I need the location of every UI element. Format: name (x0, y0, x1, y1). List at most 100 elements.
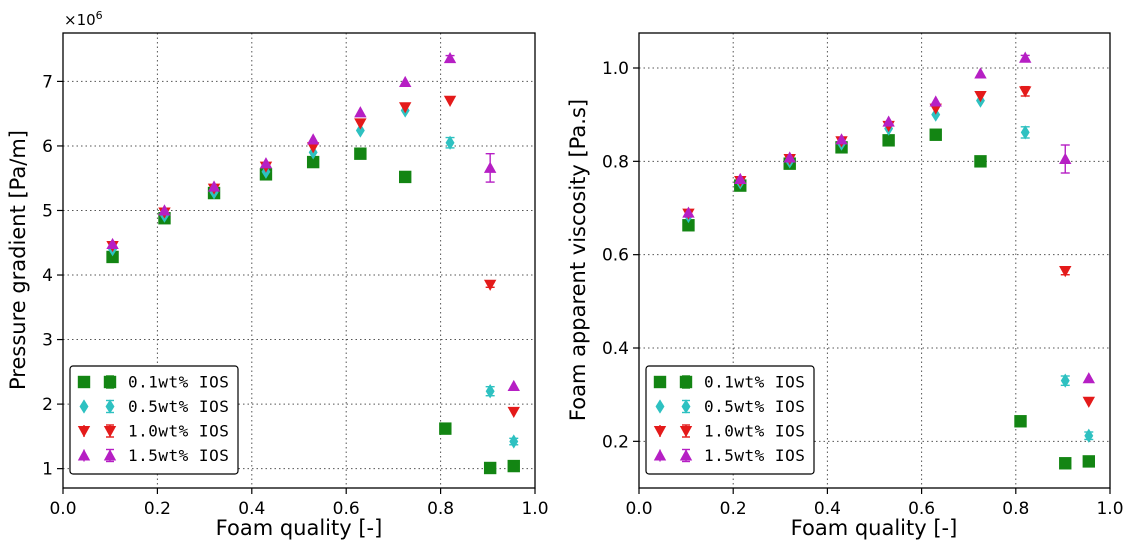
data-point (483, 279, 497, 291)
y-tick-label: 2 (42, 395, 53, 415)
x-tick-label: 0.0 (625, 499, 652, 519)
legend-marker (679, 375, 693, 389)
x-tick-label: 1.0 (521, 499, 548, 519)
data-point (354, 118, 367, 130)
data-point (1019, 51, 1032, 63)
y-tick-label: 0.6 (602, 246, 629, 266)
legend-box (69, 365, 239, 475)
legend-label: 0.1wt% IOS (704, 373, 805, 392)
y-tick-label: 0.2 (602, 432, 629, 452)
legend-marker (79, 399, 89, 414)
plot-frame (62, 32, 536, 489)
legend-label: 1.0wt% IOS (704, 422, 805, 441)
data-point (399, 75, 412, 88)
data-point (929, 95, 942, 107)
data-point (259, 157, 273, 169)
y-tick-label: 6 (42, 137, 53, 157)
x-tick-label: 0.8 (427, 499, 454, 519)
series-triangle-up (106, 51, 520, 391)
data-point (1082, 396, 1096, 408)
data-point (399, 102, 412, 114)
data-point (509, 434, 519, 449)
data-point (443, 51, 457, 64)
data-point (207, 180, 221, 192)
x-tick-label: 0.2 (144, 499, 171, 519)
data-point (1059, 152, 1072, 164)
data-point (507, 406, 520, 419)
legend-label: 0.5wt% IOS (704, 397, 805, 416)
data-point (445, 135, 455, 150)
data-point (974, 91, 987, 103)
x-tick-label: 0.0 (49, 499, 76, 519)
y-tick-label: 1.0 (602, 59, 629, 79)
data-point (682, 219, 695, 232)
legend-marker (653, 375, 667, 389)
data-point (483, 461, 497, 475)
data-point (106, 237, 119, 250)
y-tick-label: 0.8 (602, 152, 629, 172)
data-point (1059, 457, 1072, 470)
data-point (1019, 86, 1032, 98)
legend-marker (103, 449, 117, 461)
x-tick-label: 0.4 (814, 499, 841, 519)
data-point (882, 115, 895, 127)
x-tick-label: 0.6 (333, 499, 360, 519)
y-tick-label: 0.4 (602, 339, 629, 359)
data-point (1059, 266, 1072, 278)
data-point (443, 95, 457, 107)
legend-label: 1.5wt% IOS (128, 446, 229, 465)
data-point (306, 155, 320, 169)
legend-marker (103, 426, 117, 438)
y-multiplier: ×106 (64, 9, 103, 29)
data-point (1020, 125, 1030, 140)
data-point (399, 170, 412, 184)
data-point (439, 422, 452, 435)
y-tick-label: 1 (42, 460, 53, 480)
legend-label: 1.5wt% IOS (704, 446, 805, 465)
data-point (106, 250, 119, 264)
data-point (1060, 373, 1070, 388)
data-point (507, 459, 520, 473)
data-point (974, 67, 987, 79)
legend-label: 0.1wt% IOS (128, 373, 229, 392)
legend-marker (681, 399, 691, 414)
legend-marker (653, 426, 667, 438)
x-tick-label: 0.6 (908, 499, 935, 519)
legend-marker (679, 426, 693, 438)
data-point (306, 133, 320, 145)
x-tick-label: 0.8 (1002, 499, 1029, 519)
data-point (485, 384, 495, 399)
pressure-gradient-chart: 0.0 0.2 0.4 0.6 0.8 1.0 1 2 3 4 5 6 7 ×106 Foam qual… (6, 9, 549, 540)
plot-frame (638, 32, 1111, 489)
data-point (483, 161, 497, 173)
data-point (306, 142, 320, 154)
series-triangle-up (682, 51, 1096, 384)
data-point (158, 204, 171, 216)
y-tick-label: 3 (42, 331, 53, 351)
legend-marker (655, 399, 665, 414)
data-point (355, 123, 365, 138)
data-point (354, 147, 367, 160)
y-axis-label: Pressure gradient [Pa/m] (6, 130, 30, 390)
x-tick-label: 0.4 (238, 499, 265, 519)
legend-marker (77, 449, 91, 461)
x-tick-label: 1.0 (1096, 499, 1123, 519)
legend-box (645, 365, 815, 475)
data-point (1082, 372, 1096, 384)
x-tick-label: 0.2 (720, 499, 747, 519)
data-point (835, 133, 848, 145)
legend-marker (103, 375, 117, 389)
data-point (783, 151, 796, 163)
data-point (682, 206, 695, 218)
foam-viscosity-chart: 0.0 0.2 0.4 0.6 0.8 1.0 0.2 0.4 0.6 0.8 1.0 Foam q… (566, 32, 1124, 540)
x-axis-label: Foam quality [-] (216, 516, 383, 540)
legend-marker (653, 449, 667, 461)
legend-label: 1.0wt% IOS (128, 422, 229, 441)
data-point (1084, 428, 1094, 443)
legend-label: 0.5wt% IOS (128, 397, 229, 416)
data-point (974, 155, 987, 168)
data-point (507, 379, 520, 391)
legend-marker (679, 449, 693, 461)
data-point (1014, 415, 1027, 428)
y-tick-label: 5 (42, 201, 53, 221)
